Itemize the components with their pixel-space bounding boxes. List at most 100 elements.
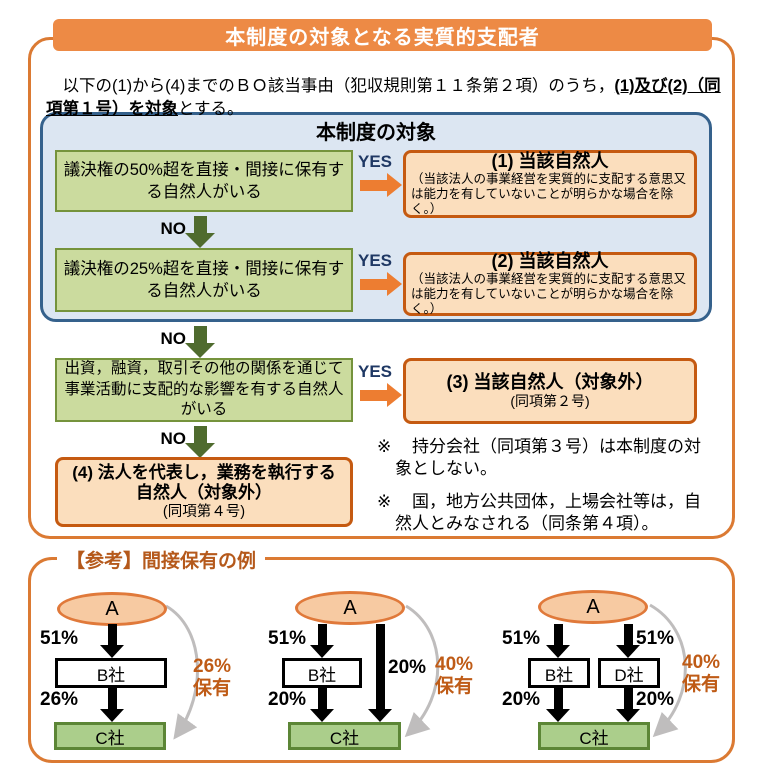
no-label-1: NO (160, 219, 187, 238)
arrow-head (185, 343, 215, 358)
pct-label: 51% (636, 628, 675, 649)
arrow-stem (317, 624, 327, 645)
direct-ownership-arrow-down (368, 624, 392, 722)
note-marker: ※ (377, 437, 392, 456)
ownership-arrow-down (546, 624, 570, 658)
no-arrow-down-1 (185, 216, 215, 248)
holding-pct: 40% (682, 652, 721, 673)
arrow-stem (107, 624, 117, 645)
arrow-stem (360, 278, 387, 290)
arrow-head (185, 233, 215, 248)
question-box-25pct: 議決権の25%超を直接・間接に保有する自然人がいる (55, 248, 353, 312)
intro-pre: 以下の(1)から(4)までのＢＯ該当事由（犯収規則第１１条第２項）のうち， (46, 76, 615, 95)
notes: ※ 持分会社（同項第３号）は本制度の対象としない。 ※ 国，地方公共団体，上場会… (377, 436, 707, 535)
question-box-influence: 出資，融資，取引その他の関係を通じて事業活動に支配的な影響を有する自然人がいる (55, 358, 353, 422)
result-box-1: (1) 当該自然人 （当該法人の事業経営を実質的に支配する意思又は能力を有してい… (403, 150, 697, 218)
pct-label: 26% (40, 689, 79, 710)
pct-label: 20% (268, 689, 307, 710)
holding-pct: 40% (435, 654, 474, 675)
no-label-2: NO (160, 329, 187, 348)
pct-label: 51% (268, 628, 307, 649)
indirect-holding-label-1: 26% 保有 (193, 656, 231, 700)
arrow-head (616, 709, 640, 722)
arrow-stem (317, 688, 327, 709)
result-2-title: (2) 当該自然人 (491, 250, 609, 271)
result-3-title: (3) 当該自然人（対象外） (446, 371, 654, 392)
arrow-stem (360, 179, 387, 191)
no-arrow-down-2 (185, 326, 215, 358)
result-4-line1: (4) 法人を代表し，業務を執行する (72, 462, 336, 482)
question-box-50pct: 議決権の50%超を直接・間接に保有する自然人がいる (55, 150, 353, 212)
holding-word: 保有 (682, 673, 721, 695)
holding-word: 保有 (435, 675, 474, 697)
yes-arrow-right-2 (360, 272, 402, 296)
arrow-stem (360, 389, 387, 401)
arrow-stem (193, 326, 207, 343)
arrow-stem (375, 624, 385, 709)
result-box-4: (4) 法人を代表し，業務を執行する 自然人（対象外） (同項第４号) (55, 457, 353, 527)
no-arrow-down-3 (185, 426, 215, 458)
company-b-box-1: B社 (55, 658, 167, 688)
arrow-head (387, 272, 402, 296)
indirect-holding-arc-3 (649, 603, 687, 738)
intro-post: とする。 (178, 100, 244, 119)
arrow-head (310, 709, 334, 722)
arrow-head (100, 709, 124, 722)
pct-label: 20% (502, 689, 541, 710)
no-label-3: NO (160, 429, 187, 448)
ownership-arrow-down (310, 688, 334, 722)
pct-label: 51% (40, 628, 79, 649)
yes-arrow-right-3 (360, 383, 402, 407)
page-title: 本制度の対象となる実質的支配者 (53, 19, 712, 51)
ownership-arrow-down (100, 688, 124, 722)
ownership-arrow-down (616, 688, 640, 722)
indirect-holding-arc-2 (404, 604, 440, 738)
entity-a-ellipse-3: A (538, 590, 648, 624)
company-b-box-2: B社 (282, 658, 362, 688)
arrow-stem (193, 426, 207, 443)
arrow-head (310, 645, 334, 658)
arrow-stem (553, 624, 563, 645)
result-3-subtext: (同項第２号) (510, 393, 590, 410)
result-box-2: (2) 当該自然人 （当該法人の事業経営を実質的に支配する意思又は能力を有してい… (403, 250, 697, 317)
result-2-subtext: （当該法人の事業経営を実質的に支配する意思又は能力を有していないことが明らかな場… (411, 272, 687, 317)
reference-legend: 【参考】間接保有の例 (57, 546, 266, 573)
arrow-stem (553, 688, 563, 709)
entity-a-ellipse-1: A (57, 592, 167, 626)
ownership-arrow-down (100, 624, 124, 658)
arrow-stem (107, 688, 117, 709)
indirect-holding-label-3: 40% 保有 (682, 652, 720, 696)
result-1-title: (1) 当該自然人 (491, 150, 609, 171)
result-box-3: (3) 当該自然人（対象外） (同項第２号) (403, 358, 697, 424)
yes-label-1: YES (358, 152, 393, 171)
intro-emphasis: (1)及び(2)（同項第１号）を対象 (46, 76, 721, 119)
arrow-head (546, 709, 570, 722)
arrow-head (387, 173, 402, 197)
company-b-box-3: B社 (528, 658, 590, 688)
arrow-head (100, 645, 124, 658)
yes-arrow-right-1 (360, 173, 402, 197)
company-c-box-2: C社 (288, 722, 401, 750)
ownership-arrow-down (310, 624, 334, 658)
pct-label: 51% (502, 628, 541, 649)
company-c-box-3: C社 (538, 722, 650, 750)
arrow-head (185, 443, 215, 458)
yes-label-2: YES (358, 251, 393, 270)
company-c-box-1: C社 (54, 722, 166, 750)
entity-a-ellipse-2: A (295, 591, 405, 625)
company-d-box-3: D社 (598, 658, 660, 688)
arrow-stem (623, 688, 633, 709)
note-text: 国，地方公共団体，上場会社等は，自然人とみなされる（同条第４項）。 (395, 492, 701, 534)
indirect-holding-label-2: 40% 保有 (435, 654, 473, 698)
arrow-stem (193, 216, 207, 233)
arrow-head (546, 645, 570, 658)
result-4-line2: 自然人（対象外） (136, 483, 272, 503)
result-4-subtext: (同項第４号) (162, 503, 246, 520)
note-deemed-natural-person: ※ 国，地方公共団体，上場会社等は，自然人とみなされる（同条第４項）。 (377, 491, 707, 535)
arrow-head (368, 709, 392, 722)
arrow-head (616, 645, 640, 658)
pct-label: 20% (388, 657, 427, 678)
note-partnership: ※ 持分会社（同項第３号）は本制度の対象としない。 (377, 436, 707, 480)
note-text: 持分会社（同項第３号）は本制度の対象としない。 (395, 437, 701, 479)
